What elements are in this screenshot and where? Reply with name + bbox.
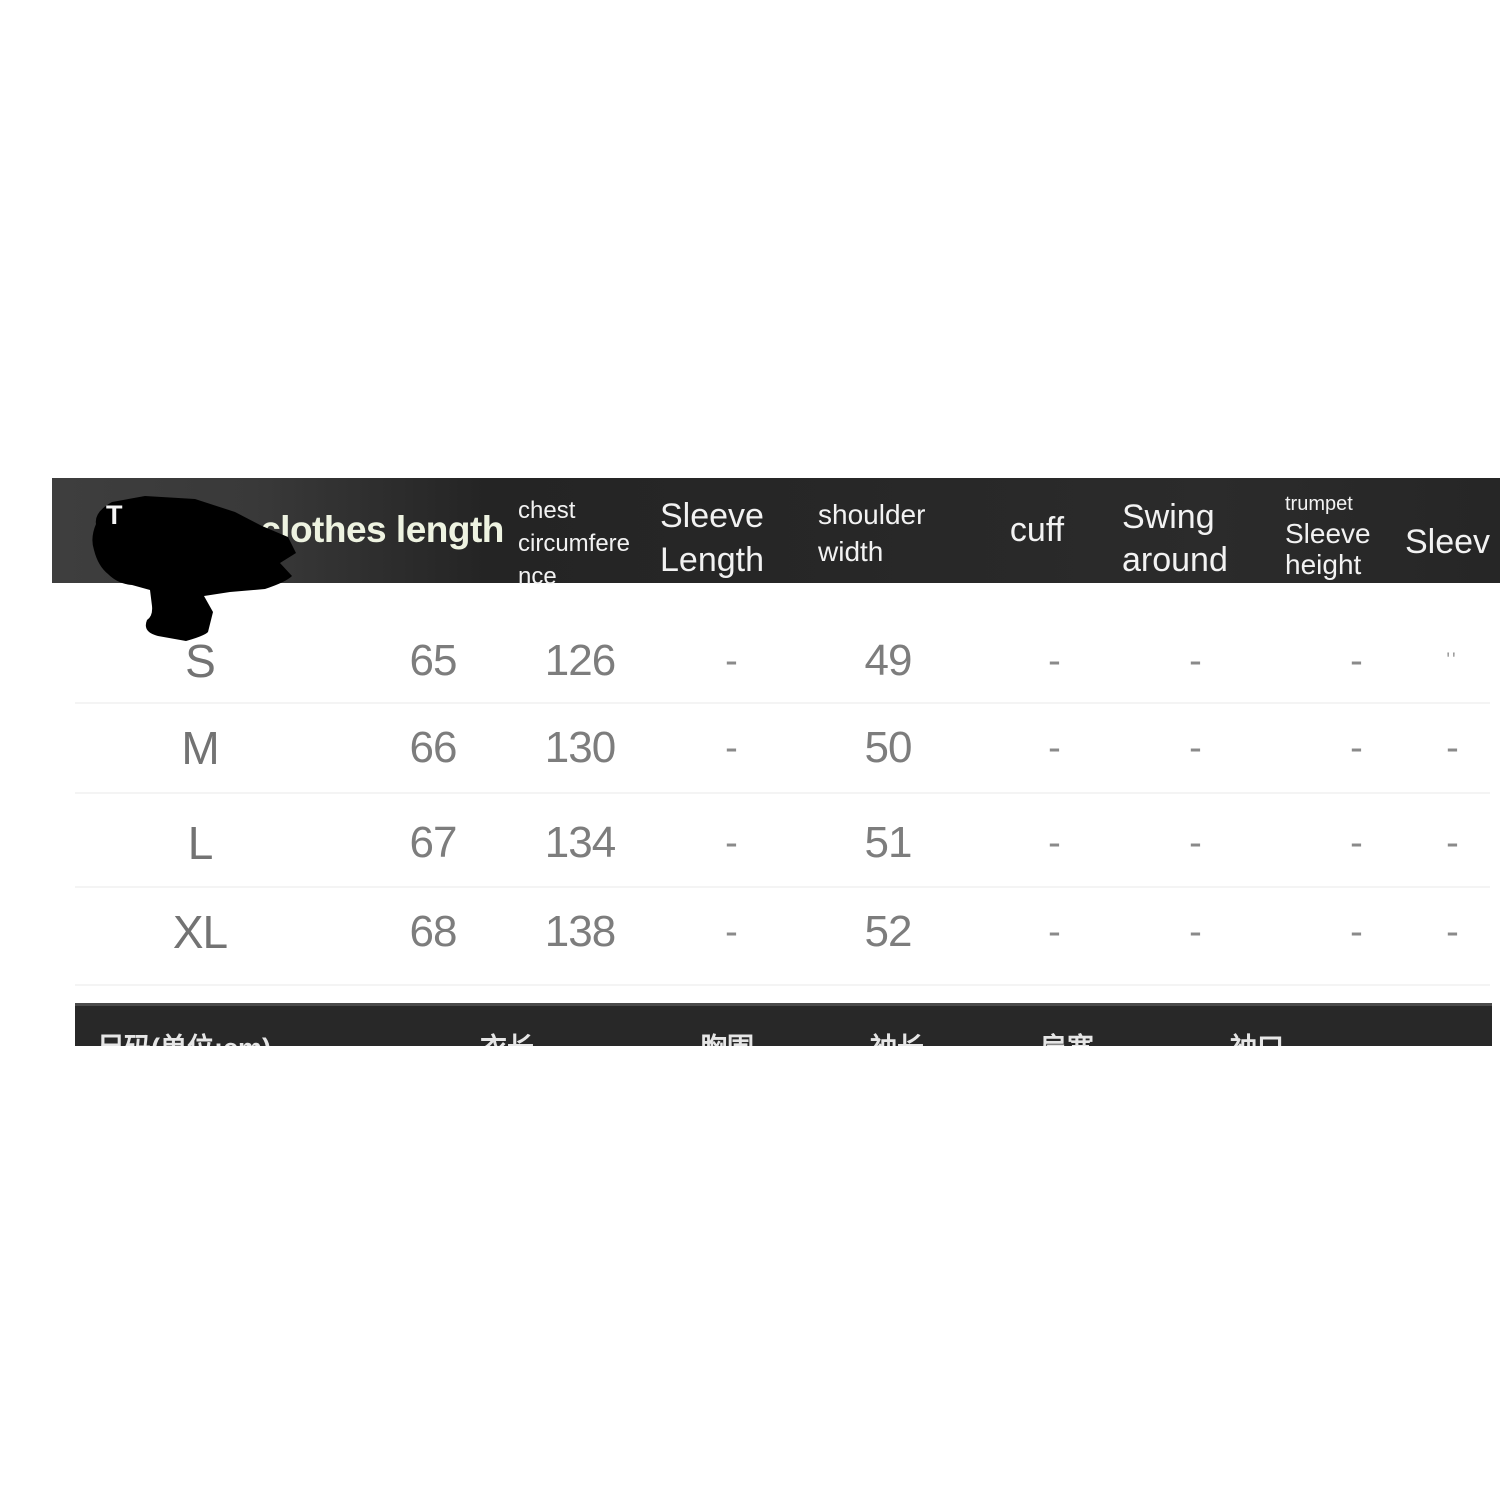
cuff-cell: - (1048, 640, 1061, 682)
sleeve-cell: - (1446, 727, 1459, 769)
cutoff-label: 肩宽 (1040, 1026, 1094, 1046)
trumpet-cell: - (1350, 911, 1363, 953)
swing-around-cell: - (1189, 911, 1202, 953)
row-separator (75, 886, 1490, 888)
size-cell: M (181, 722, 219, 774)
cutoff-label: 胸围 (700, 1026, 754, 1046)
chest-cell: 134 (544, 818, 616, 867)
shoulder-width-cell: 52 (864, 907, 913, 956)
table-row-l: L 67 134 - 51 - - - - (52, 799, 1500, 887)
chest-cell: 138 (544, 907, 616, 956)
swing-around-cell: - (1189, 822, 1202, 864)
clothes-length-cell: 65 (409, 636, 458, 685)
trumpet-cell: - (1350, 822, 1363, 864)
row-separator (75, 984, 1490, 986)
swing-around-cell: - (1189, 640, 1202, 682)
table-row-m: M 66 130 - 50 - - - - (52, 704, 1500, 792)
cuff-cell: - (1048, 822, 1061, 864)
header-clothes-length: clothes length (260, 509, 504, 550)
header-chest-circumference: chest circumfere nce (518, 497, 631, 590)
trumpet-cell: - (1350, 640, 1363, 682)
row-separator (75, 702, 1490, 704)
clothes-length-cell: 67 (409, 818, 458, 867)
cuff-cell: - (1048, 911, 1061, 953)
chest-cell: 130 (544, 723, 616, 772)
header-swing-around: Swing around (1122, 498, 1228, 579)
size-cell: XL (172, 906, 228, 958)
sleeve-length-cell: - (725, 911, 738, 953)
cutoff-label: 袖口 (1230, 1026, 1284, 1046)
cuff-cell: - (1048, 727, 1061, 769)
marker-scribble-icon (92, 496, 297, 641)
header-trumpet-small: trumpet (1285, 493, 1353, 515)
header-trumpet-sleeve-height: Sleeve height (1285, 518, 1371, 580)
header-sleeve-length: Sleeve Length (660, 497, 764, 579)
second-table-header-bar-cutoff: 尺码(单位:cm) 衣长 胸围 袖长 肩宽 袖口 (75, 1003, 1492, 1046)
header-cuff: cuff (1009, 511, 1065, 549)
covered-letter-fragment: T (106, 500, 123, 530)
shoulder-width-cell: 50 (864, 723, 913, 772)
shoulder-width-cell: 51 (864, 818, 913, 867)
header-sleeve-cutoff: Sleev (1405, 523, 1491, 561)
sleeve-cell: - (1446, 822, 1459, 864)
clothes-length-cell: 66 (409, 723, 458, 772)
cutoff-label: 尺码(单位:cm) (97, 1026, 271, 1046)
chest-cell: 126 (544, 636, 616, 685)
table-row-s: S 65 126 - 49 - - - '' (52, 617, 1500, 705)
swing-around-cell: - (1189, 727, 1202, 769)
cutoff-label: 袖长 (870, 1026, 924, 1046)
header-shoulder-width: shoulder width (818, 499, 926, 567)
table-row-xl: XL 68 138 - 52 - - - - (52, 888, 1500, 976)
row-separator (75, 792, 1490, 794)
cutoff-label: 衣长 (480, 1026, 534, 1046)
sleeve-length-cell: - (725, 822, 738, 864)
trumpet-cell: - (1350, 727, 1363, 769)
table-body: S 65 126 - 49 - - - '' M 66 130 - 50 - -… (52, 583, 1500, 993)
clothes-length-cell: 68 (409, 907, 458, 956)
table-header-bar: clothes length chest circumfere nce Slee… (52, 478, 1500, 590)
sleeve-length-cell: - (725, 640, 738, 682)
sleeve-length-cell: - (725, 727, 738, 769)
sleeve-cell: '' (1446, 650, 1458, 671)
shoulder-width-cell: 49 (864, 636, 913, 685)
size-cell: L (187, 817, 214, 869)
size-cell: S (185, 635, 216, 687)
sleeve-cell: - (1446, 911, 1459, 953)
